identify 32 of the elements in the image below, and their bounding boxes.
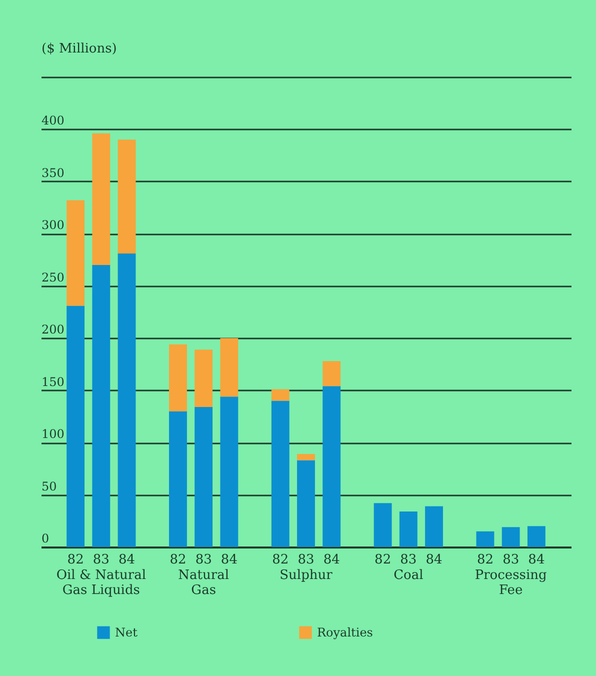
text: Oil & Natural Gas Liquids [56, 568, 146, 598]
x-tick-label: 84 [426, 552, 442, 568]
x-tick-label: 83 [92, 552, 110, 568]
y-tick-label: 200 [42, 322, 64, 337]
x-tick-label: 82 [476, 552, 494, 568]
y-tick-label: 350 [42, 166, 64, 180]
x-tick-label: 83 [502, 552, 520, 568]
y-axis-title: ($ Millions) [42, 42, 117, 56]
y-tick-label: 400 [42, 114, 64, 128]
legend-label: Royalties [317, 626, 373, 640]
x-tick-label: 84 [220, 552, 238, 568]
y-tick-label: 100 [42, 427, 64, 442]
text: Sulphur [280, 568, 334, 583]
x-tick-label: 83 [195, 552, 212, 568]
x-tick-label: 84 [528, 552, 545, 568]
text: Processing Fee [474, 568, 547, 598]
x-tick-label: 83 [298, 552, 314, 568]
y-tick-label: 150 [42, 374, 64, 389]
x-tick-label: 82 [170, 552, 186, 568]
y-tick-label: 250 [42, 270, 64, 284]
x-tick-label: 82 [374, 552, 392, 568]
y-tick-label: 0 [42, 532, 50, 546]
legend-label: Net [115, 626, 138, 640]
text: Coal [394, 568, 424, 583]
x-tick-label: 84 [118, 552, 136, 568]
text: Natural Gas [178, 568, 230, 598]
x-tick-label: 84 [323, 552, 340, 568]
y-tick-label: 50 [42, 479, 57, 494]
y-tick-label: 300 [42, 218, 64, 232]
x-tick-label: 82 [272, 552, 289, 568]
x-tick-label: 82 [67, 552, 84, 568]
x-tick-label: 83 [400, 552, 417, 568]
